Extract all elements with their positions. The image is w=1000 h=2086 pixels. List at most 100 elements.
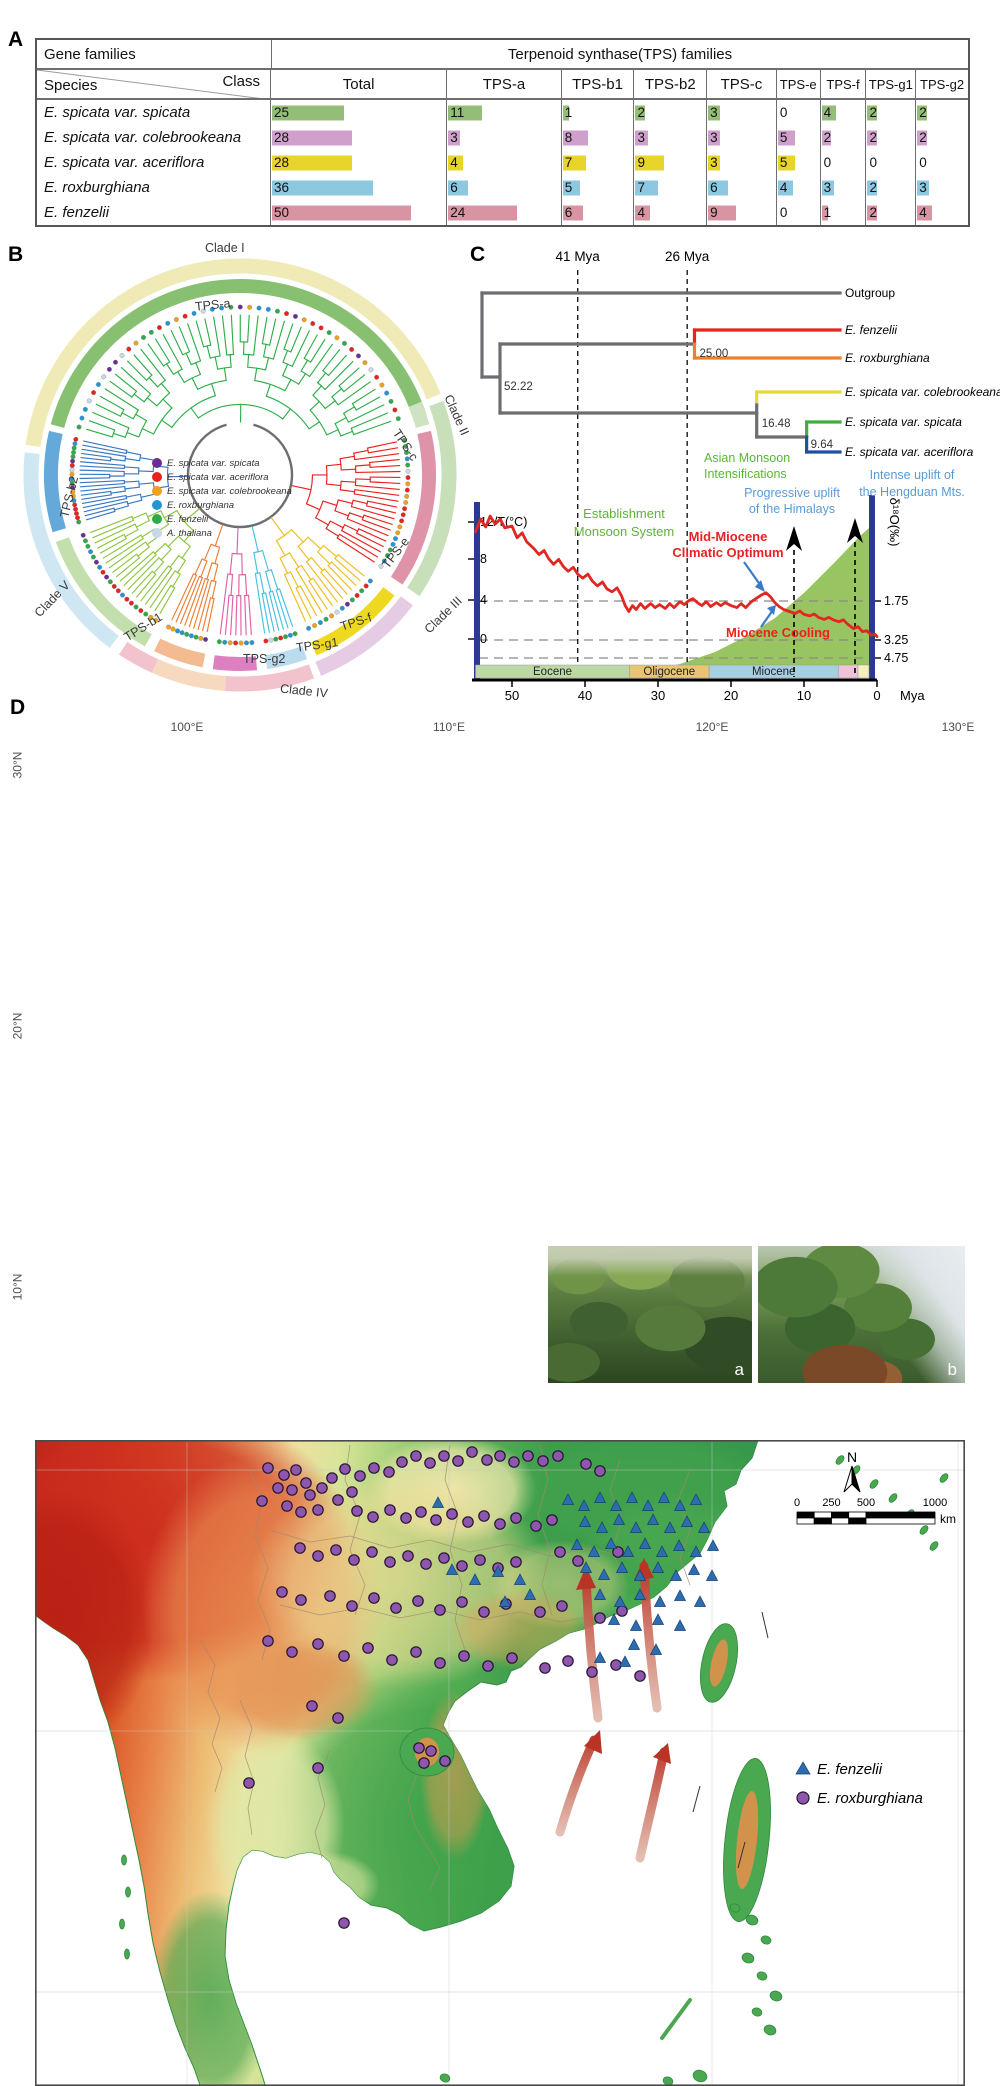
leaf-dot xyxy=(83,407,88,412)
establishment-text: Establishment xyxy=(583,506,665,521)
phylo-branch xyxy=(355,454,399,460)
phylo-branch xyxy=(236,596,237,635)
value-cell: 4 xyxy=(821,100,867,125)
ring-label-clade-i: Clade I xyxy=(205,241,245,255)
map-point-fenzelii xyxy=(675,1590,686,1601)
value-cell: 3 xyxy=(916,175,968,200)
leaf-dot xyxy=(340,606,345,611)
cell-value: 5 xyxy=(562,180,573,195)
map-point-roxburghiana xyxy=(244,1778,254,1788)
map-point-roxburghiana xyxy=(313,1551,323,1561)
leaf-dot xyxy=(257,306,262,311)
cell-value: 3 xyxy=(447,130,458,145)
scalebar-seg xyxy=(832,1518,849,1524)
map-point-roxburghiana xyxy=(573,1556,583,1566)
map-point-roxburghiana xyxy=(291,1465,301,1475)
value-bar xyxy=(272,205,411,220)
island-land xyxy=(760,1935,772,1946)
phylo-branch xyxy=(283,351,287,363)
map-point-roxburghiana xyxy=(296,1507,306,1517)
tip-label: E. spicata var. aceriflora xyxy=(845,445,974,459)
phylo-branch xyxy=(81,487,125,491)
phylo-branch xyxy=(113,433,125,437)
leaf-dot xyxy=(374,375,379,380)
legend-triangle xyxy=(796,1762,810,1774)
phylo-branch xyxy=(81,453,110,457)
leaf-dot xyxy=(134,605,139,610)
leaf-dot xyxy=(107,367,112,372)
cell-value: 6 xyxy=(562,205,573,220)
left-tick-label: 0 xyxy=(480,632,487,646)
island-land xyxy=(751,2007,763,2018)
cell-value: 2 xyxy=(866,105,877,120)
phylo-branch xyxy=(207,599,214,632)
leaf-dot xyxy=(266,307,271,312)
phylo-branch xyxy=(231,595,233,634)
phylo-branch xyxy=(345,525,358,531)
map-point-roxburghiana xyxy=(447,1509,457,1519)
phylo-branch xyxy=(89,421,114,430)
phylo-branch xyxy=(318,373,326,383)
map-point-roxburghiana xyxy=(416,1507,426,1517)
phylo-branch xyxy=(357,533,384,546)
phylo-branch xyxy=(124,481,138,482)
legend-label: E. fenzelii xyxy=(167,514,208,525)
map-point-roxburghiana xyxy=(263,1463,273,1473)
leaf-dot xyxy=(356,354,361,359)
value-cell: 0 xyxy=(777,100,821,125)
map-point-roxburghiana xyxy=(495,1519,505,1529)
phylo-branch xyxy=(362,520,390,530)
leaf-dot xyxy=(288,633,293,638)
phylo-branch xyxy=(142,429,153,434)
phylo-branch xyxy=(368,448,397,453)
leaf-dot xyxy=(194,635,199,640)
legend-roxburghiana-label: E. roxburghiana xyxy=(817,1790,923,1807)
cell-value: 8 xyxy=(562,130,573,145)
cell-value: 50 xyxy=(271,205,289,220)
phylo-branch xyxy=(367,442,396,448)
cell-value: 28 xyxy=(271,155,289,170)
cell-value: 24 xyxy=(447,205,465,220)
phylo-branch xyxy=(222,316,226,355)
phylo-branch xyxy=(327,430,338,435)
map-point-roxburghiana xyxy=(547,1515,557,1525)
leaf-dot xyxy=(189,634,194,639)
map-point-roxburghiana xyxy=(397,1457,407,1467)
phylo-branch xyxy=(201,561,207,577)
leaf-dot xyxy=(302,317,307,322)
leaf-dot xyxy=(81,533,86,538)
legend-dot xyxy=(152,472,162,482)
phylo-branch xyxy=(271,570,278,590)
leaf-dot xyxy=(238,305,243,310)
leaf-dot xyxy=(284,311,289,316)
phylo-branch xyxy=(316,518,329,525)
map-point-roxburghiana xyxy=(287,1485,297,1495)
value-cell: 2 xyxy=(866,125,916,150)
leaf-dot xyxy=(283,634,288,639)
legend-dot xyxy=(152,486,162,496)
leaf-dot xyxy=(72,446,77,451)
leaf-dot xyxy=(166,625,171,630)
scalebar-seg xyxy=(866,1512,935,1518)
map-point-roxburghiana xyxy=(384,1467,394,1477)
phylo-branch xyxy=(254,553,258,574)
map-point-roxburghiana xyxy=(457,1561,467,1571)
map-point-roxburghiana xyxy=(581,1459,591,1469)
cell-value: 28 xyxy=(271,130,289,145)
phylo-branch xyxy=(326,529,338,537)
island xyxy=(887,1492,898,1504)
island xyxy=(125,1949,130,1959)
elev-blob xyxy=(260,1850,380,1920)
phylo-branch xyxy=(249,595,252,634)
leaf-dot xyxy=(80,416,85,421)
cell-value: 4 xyxy=(777,180,788,195)
tip-label: E. fenzelii xyxy=(845,323,897,337)
phylo-branch xyxy=(262,551,268,571)
island-land xyxy=(692,2068,709,2083)
island-land xyxy=(120,1919,125,1929)
phylo-branch xyxy=(280,558,287,573)
phylo-branch xyxy=(161,549,171,560)
